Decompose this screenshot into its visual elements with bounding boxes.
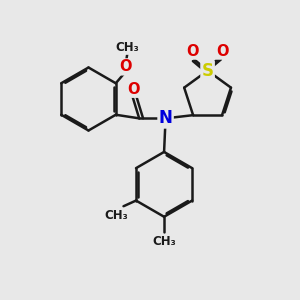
Text: O: O — [127, 82, 140, 97]
Text: CH₃: CH₃ — [152, 235, 176, 248]
Text: CH₃: CH₃ — [116, 41, 139, 54]
Text: O: O — [119, 59, 132, 74]
Text: CH₃: CH₃ — [104, 209, 128, 222]
Text: S: S — [202, 62, 214, 80]
Text: N: N — [159, 110, 172, 127]
Text: O: O — [216, 44, 229, 59]
Text: O: O — [187, 44, 199, 59]
